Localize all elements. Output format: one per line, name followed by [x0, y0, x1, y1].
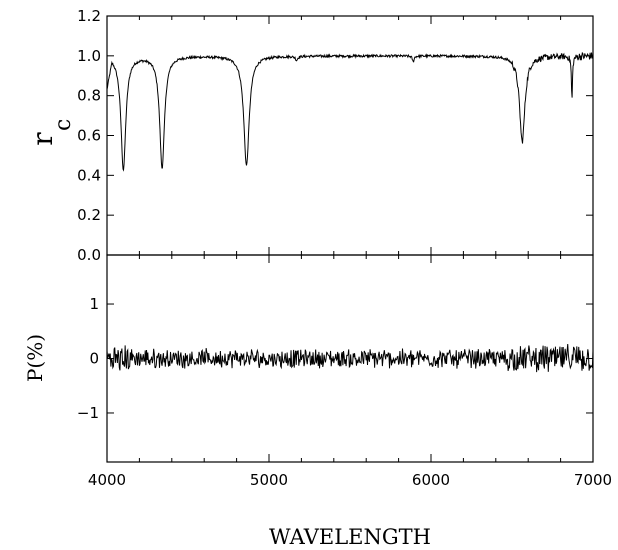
bottom-y-axis-label: P(%) [23, 334, 47, 382]
top-y-tick-label: 0.2 [77, 206, 101, 224]
x-tick-label: 4000 [88, 471, 126, 489]
bottom-y-tick-label: 1 [89, 295, 99, 313]
top-y-tick-label: 1.0 [77, 47, 101, 65]
top-y-ticks: 0.0 0.2 0.4 0.6 0.8 1.0 1.2 [77, 7, 593, 264]
x-tick-label: 7000 [574, 471, 612, 489]
top-y-axis-label: r c [26, 119, 76, 146]
top-y-label-main: r [26, 132, 59, 146]
bottom-series-line [107, 344, 593, 372]
top-y-tick-label: 0.6 [77, 127, 101, 145]
top-y-tick-label: 0.4 [77, 166, 101, 184]
x-tick-label: 6000 [412, 471, 450, 489]
top-panel-frame [107, 16, 593, 255]
top-y-tick-label: 1.2 [77, 7, 101, 25]
bottom-y-tick-label: 0 [89, 350, 99, 368]
top-series-line [107, 53, 593, 170]
top-y-tick-label: 0.8 [77, 87, 101, 105]
top-y-label-sub: c [51, 119, 76, 131]
top-y-tick-label: 0.0 [77, 246, 101, 264]
bottom-y-tick-label: −1 [77, 404, 99, 422]
x-tick-label: 5000 [250, 471, 288, 489]
x-axis-label: WAVELENGTH [269, 525, 431, 549]
